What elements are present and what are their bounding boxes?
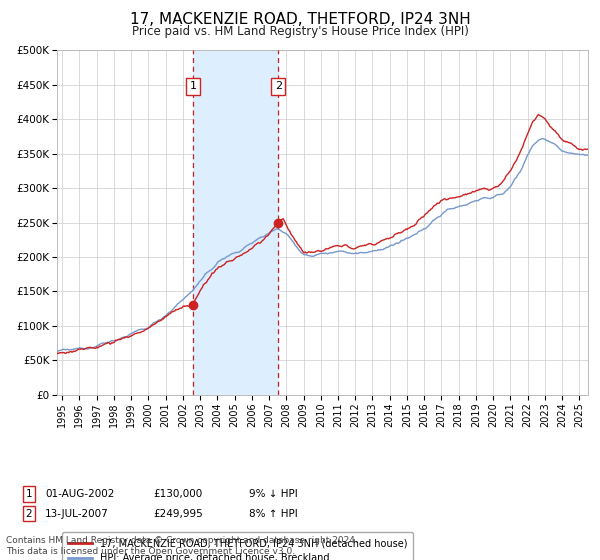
Legend: 17, MACKENZIE ROAD, THETFORD, IP24 3NH (detached house), HPI: Average price, det: 17, MACKENZIE ROAD, THETFORD, IP24 3NH (…	[62, 533, 413, 560]
Text: 1: 1	[25, 489, 32, 499]
Text: Contains HM Land Registry data © Crown copyright and database right 2024.
This d: Contains HM Land Registry data © Crown c…	[6, 536, 358, 556]
Text: 8% ↑ HPI: 8% ↑ HPI	[249, 508, 298, 519]
Text: 13-JUL-2007: 13-JUL-2007	[45, 508, 109, 519]
Text: £249,995: £249,995	[153, 508, 203, 519]
Text: Price paid vs. HM Land Registry's House Price Index (HPI): Price paid vs. HM Land Registry's House …	[131, 25, 469, 38]
Text: 2: 2	[275, 81, 282, 91]
Text: 2: 2	[25, 508, 32, 519]
Text: 1: 1	[190, 81, 196, 91]
Text: 9% ↓ HPI: 9% ↓ HPI	[249, 489, 298, 499]
Text: 01-AUG-2002: 01-AUG-2002	[45, 489, 115, 499]
Bar	[193, 50, 278, 395]
Text: 17, MACKENZIE ROAD, THETFORD, IP24 3NH: 17, MACKENZIE ROAD, THETFORD, IP24 3NH	[130, 12, 470, 27]
Text: £130,000: £130,000	[153, 489, 202, 499]
